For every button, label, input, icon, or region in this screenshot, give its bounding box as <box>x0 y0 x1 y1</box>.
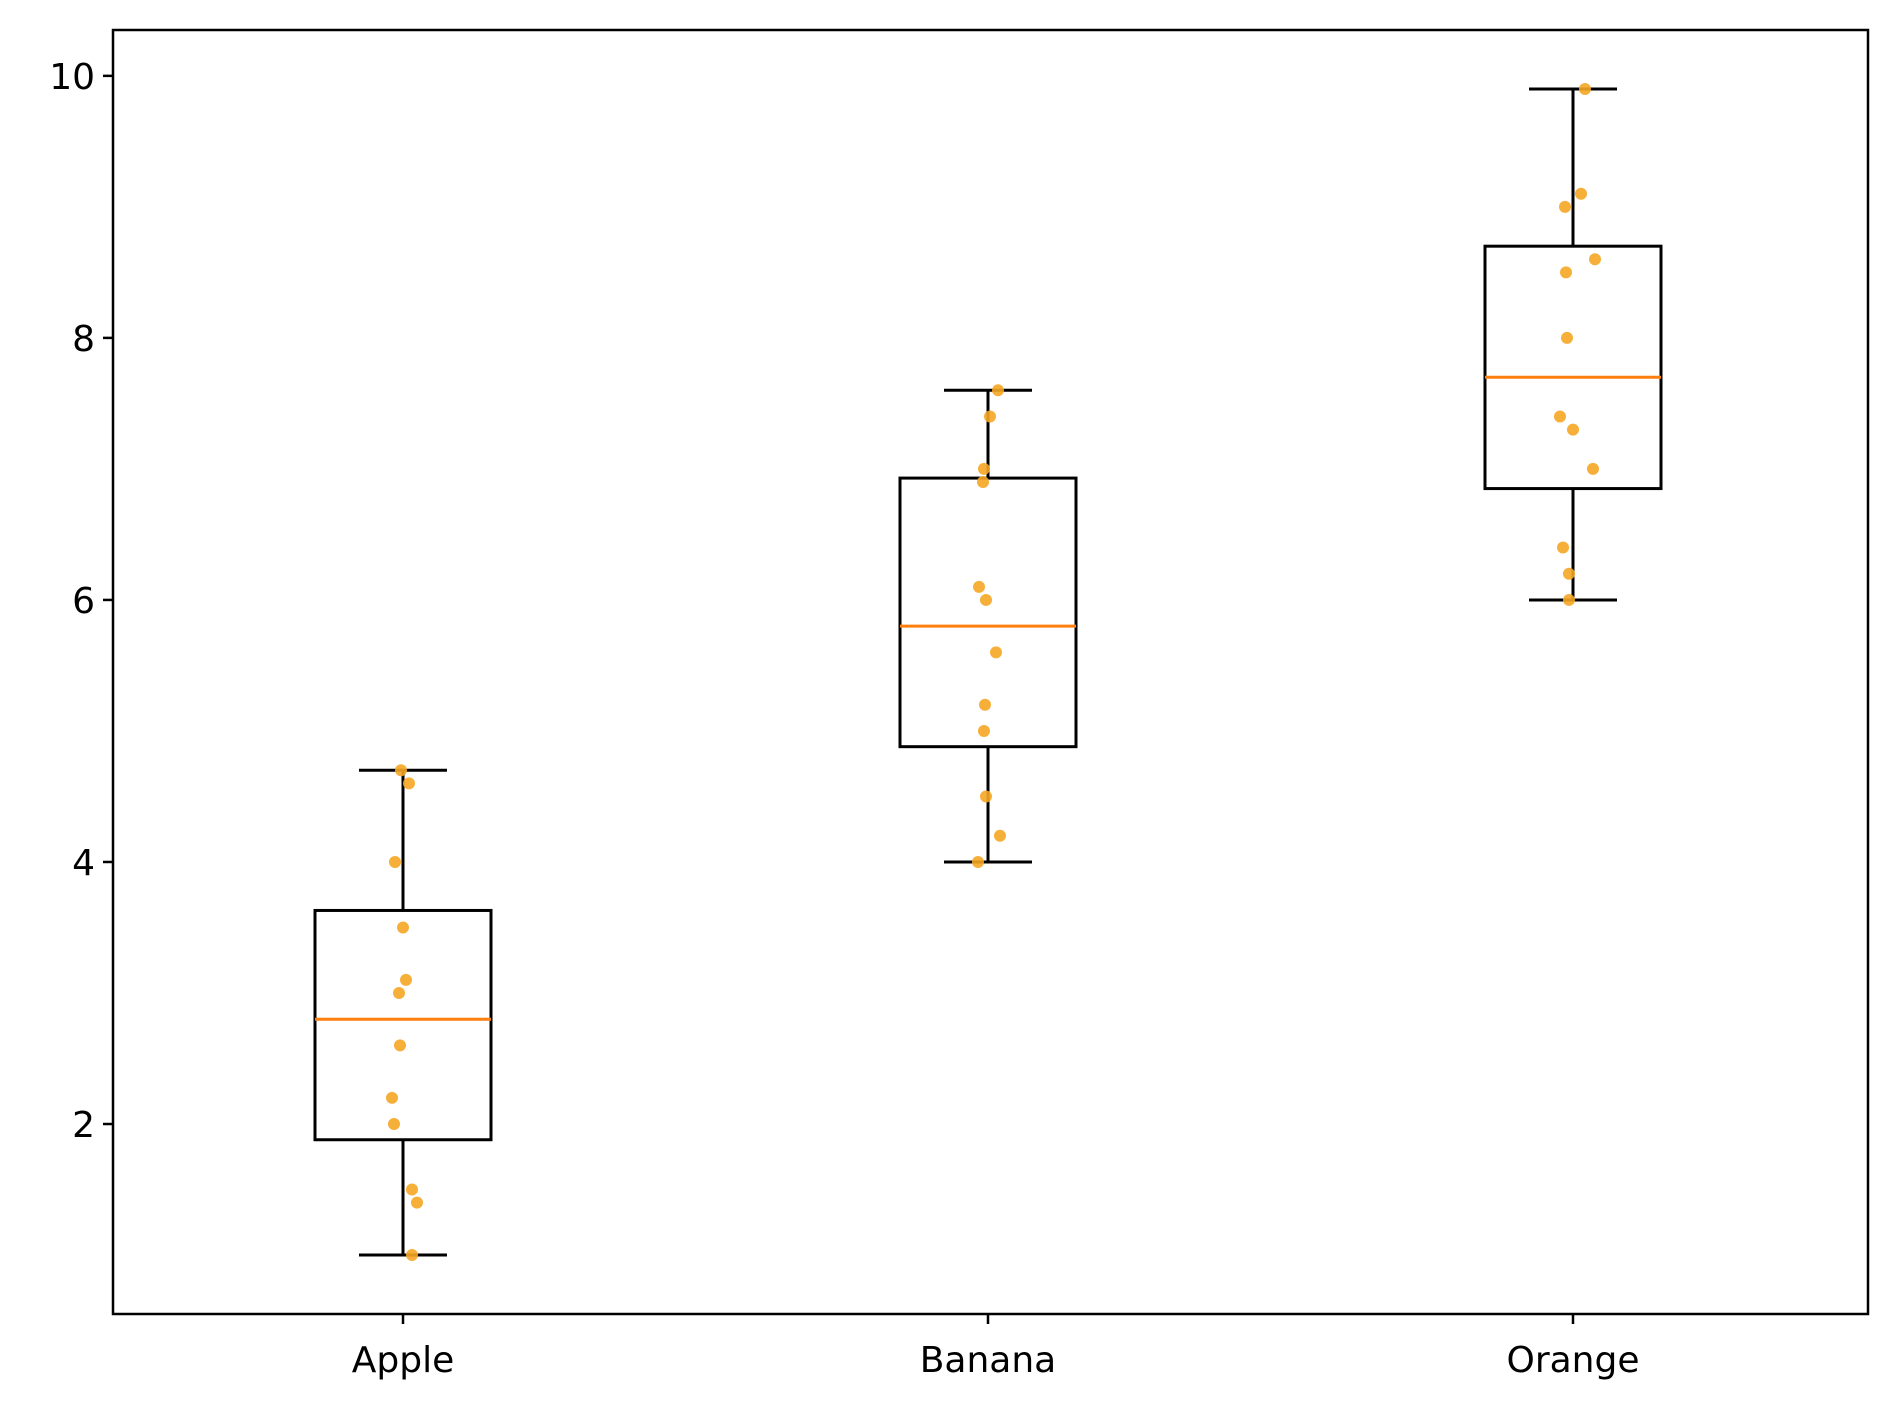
data-point-apple <box>386 1091 398 1104</box>
data-point-orange <box>1587 462 1599 475</box>
data-point-banana <box>977 476 989 489</box>
y-tick-label: 2 <box>72 1105 95 1146</box>
data-point-orange <box>1560 266 1572 279</box>
data-point-banana <box>973 580 985 593</box>
data-point-apple <box>389 855 401 868</box>
box-orange <box>1483 244 1663 491</box>
data-point-apple <box>397 921 409 934</box>
data-point-apple <box>406 1183 418 1196</box>
data-point-apple <box>395 764 407 777</box>
data-point-orange <box>1563 593 1575 606</box>
data-point-apple <box>394 1039 406 1052</box>
data-point-banana <box>992 384 1004 397</box>
box-group-apple <box>313 768 493 1257</box>
data-point-orange <box>1579 82 1591 95</box>
data-point-banana <box>990 646 1002 659</box>
box-apple <box>313 908 493 1142</box>
data-point-orange <box>1567 423 1579 436</box>
data-point-banana <box>979 698 991 711</box>
data-point-banana <box>980 593 992 606</box>
box-group-orange <box>1483 87 1663 602</box>
data-point-orange <box>1554 410 1566 423</box>
data-point-orange <box>1561 331 1573 344</box>
data-point-orange <box>1589 253 1601 266</box>
y-tick-label: 6 <box>72 581 95 622</box>
data-point-banana <box>978 724 990 737</box>
data-point-apple <box>400 973 412 986</box>
boxes-layer <box>313 87 1663 1257</box>
data-point-apple <box>406 1249 418 1262</box>
data-point-orange <box>1557 541 1569 554</box>
x-tick-label-orange: Orange <box>1506 1340 1639 1381</box>
data-point-apple <box>411 1196 423 1209</box>
data-point-banana <box>972 855 984 868</box>
data-point-apple <box>393 987 405 999</box>
y-tick-label: 8 <box>72 319 95 360</box>
plot-frame <box>111 28 1870 1316</box>
box-banana <box>898 476 1078 749</box>
data-point-orange <box>1563 567 1575 580</box>
axes-layer: 2 4 6 8 10 Apple Banana Orange <box>49 28 1870 1381</box>
x-tick-label-apple: Apple <box>352 1340 454 1381</box>
data-point-apple <box>388 1118 400 1131</box>
data-point-banana <box>994 829 1006 842</box>
x-tick-label-banana: Banana <box>920 1340 1057 1381</box>
points-layer <box>386 82 1601 1262</box>
data-point-apple <box>403 777 415 790</box>
data-point-banana <box>984 410 996 423</box>
data-point-orange <box>1559 200 1571 213</box>
data-point-banana <box>978 462 990 475</box>
box-group-banana <box>898 388 1078 864</box>
data-point-banana <box>980 790 992 803</box>
y-tick-label: 10 <box>49 57 95 98</box>
y-tick-label: 4 <box>72 843 95 884</box>
data-point-orange <box>1575 187 1587 200</box>
